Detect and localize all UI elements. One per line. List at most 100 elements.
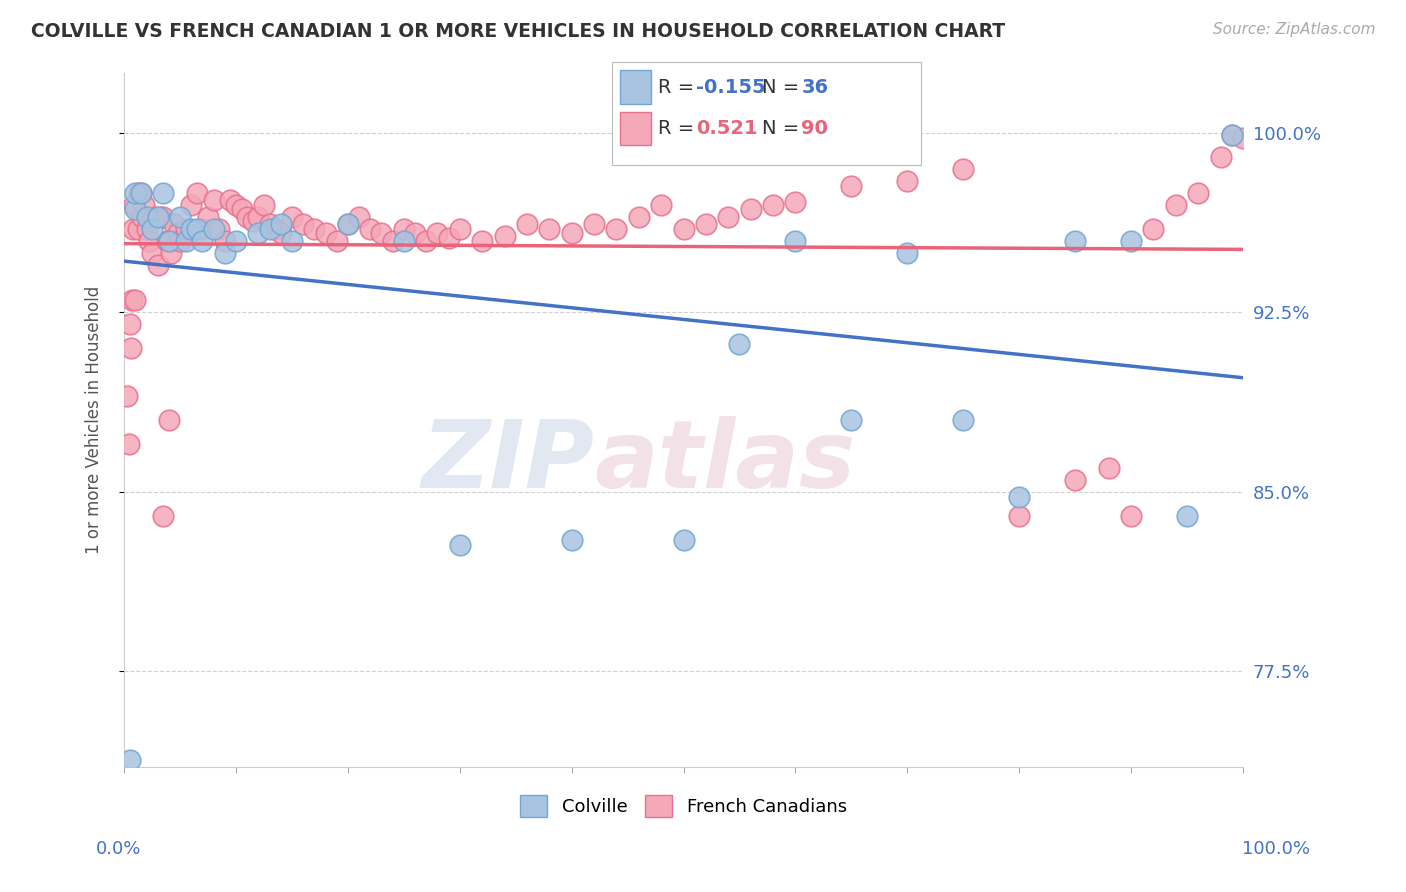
Point	[120, 341, 142, 355]
Point	[762, 197, 785, 211]
Text: COLVILLE VS FRENCH CANADIAN 1 OR MORE VEHICLES IN HOUSEHOLD CORRELATION CHART: COLVILLE VS FRENCH CANADIAN 1 OR MORE VE…	[31, 22, 1005, 41]
Point	[695, 217, 717, 231]
Point	[186, 221, 208, 235]
Point	[449, 538, 471, 552]
Point	[325, 234, 347, 248]
Point	[174, 234, 197, 248]
Point	[118, 753, 141, 767]
Point	[1232, 130, 1254, 145]
Point	[117, 437, 139, 451]
Point	[315, 227, 337, 241]
Point	[135, 210, 157, 224]
Text: ZIP: ZIP	[422, 416, 595, 508]
Point	[163, 217, 186, 231]
Point	[127, 221, 149, 235]
Point	[264, 221, 287, 235]
Point	[270, 227, 292, 241]
Point	[156, 234, 179, 248]
Point	[494, 228, 516, 243]
Point	[1175, 508, 1198, 523]
Point	[583, 217, 606, 231]
Text: 36: 36	[801, 78, 828, 97]
Legend: Colville, French Canadians: Colville, French Canadians	[513, 788, 855, 824]
Text: Source: ZipAtlas.com: Source: ZipAtlas.com	[1212, 22, 1375, 37]
Point	[186, 186, 208, 200]
Point	[129, 186, 152, 200]
Point	[145, 210, 167, 224]
Point	[166, 227, 188, 241]
Point	[449, 221, 471, 235]
Text: atlas: atlas	[595, 416, 855, 508]
Text: 100.0%: 100.0%	[1243, 840, 1310, 858]
Point	[336, 217, 359, 231]
Point	[191, 221, 214, 235]
Point	[1064, 473, 1087, 487]
Point	[247, 227, 270, 241]
Point	[141, 221, 163, 235]
Point	[415, 234, 437, 248]
Text: N =: N =	[762, 119, 806, 138]
Point	[157, 234, 180, 248]
Point	[231, 202, 253, 217]
Point	[191, 234, 214, 248]
Point	[202, 193, 225, 207]
Point	[841, 413, 863, 427]
Point	[538, 221, 561, 235]
Point	[146, 210, 169, 224]
Point	[370, 227, 392, 241]
Point	[152, 508, 174, 523]
Point	[292, 217, 315, 231]
Text: 0.0%: 0.0%	[96, 840, 141, 858]
Point	[128, 186, 150, 200]
Point	[359, 221, 381, 235]
Point	[124, 293, 146, 308]
Point	[214, 245, 236, 260]
Point	[141, 245, 163, 260]
Point	[392, 234, 415, 248]
Point	[728, 336, 751, 351]
Point	[1187, 186, 1209, 200]
Point	[253, 197, 276, 211]
Point	[952, 161, 974, 176]
Point	[785, 195, 807, 210]
Point	[180, 197, 202, 211]
Point	[131, 210, 153, 224]
Point	[605, 221, 627, 235]
Point	[152, 210, 174, 224]
Point	[225, 234, 247, 248]
Point	[117, 389, 139, 403]
Point	[214, 234, 236, 248]
Point	[1220, 128, 1243, 143]
Point	[561, 227, 583, 241]
Point	[149, 210, 172, 224]
Point	[197, 210, 219, 224]
Point	[124, 186, 146, 200]
Point	[236, 210, 259, 224]
Text: 90: 90	[801, 119, 828, 138]
Point	[122, 221, 145, 235]
Point	[242, 214, 264, 228]
Point	[118, 318, 141, 332]
Point	[650, 197, 672, 211]
Point	[841, 178, 863, 193]
Point	[152, 186, 174, 200]
Point	[180, 221, 202, 235]
Point	[717, 210, 740, 224]
Point	[1220, 128, 1243, 143]
Point	[740, 202, 762, 217]
Point	[627, 210, 650, 224]
Point	[952, 413, 974, 427]
Text: R =: R =	[658, 78, 700, 97]
Point	[426, 227, 449, 241]
Text: 0.521: 0.521	[696, 119, 758, 138]
Point	[336, 217, 359, 231]
Point	[1008, 490, 1031, 504]
Point	[208, 221, 231, 235]
Point	[121, 293, 143, 308]
Point	[347, 210, 370, 224]
Point	[138, 234, 160, 248]
Point	[437, 231, 460, 245]
Point	[270, 217, 292, 231]
Point	[381, 234, 404, 248]
Point	[124, 202, 146, 217]
